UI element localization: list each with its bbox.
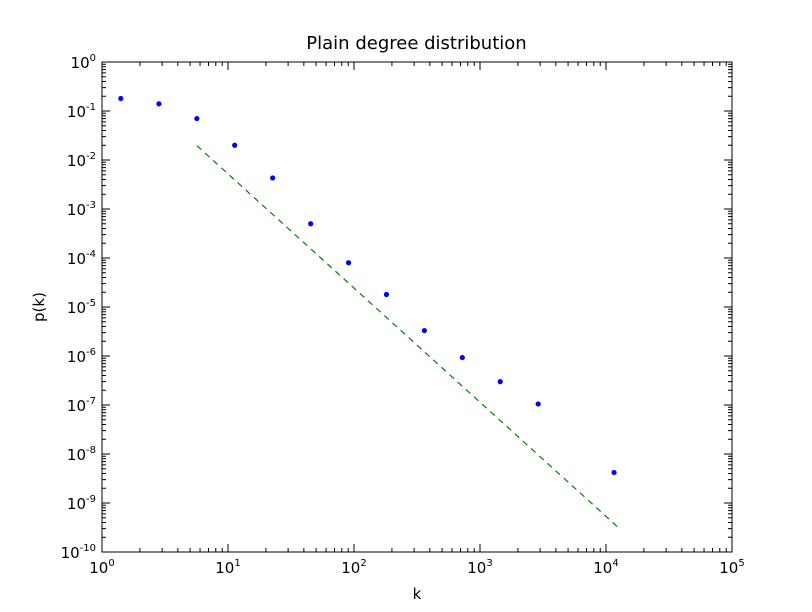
data-marks [118, 95, 620, 530]
data-point [421, 327, 427, 334]
y-tick-label: 10-7 [67, 396, 96, 415]
y-tick-label: 10-2 [67, 151, 96, 170]
data-point [383, 291, 390, 298]
x-tick-label: 105 [719, 558, 744, 577]
axis-ticks [101, 61, 733, 553]
x-tick-label: 104 [593, 558, 618, 577]
data-point [345, 260, 352, 266]
y-tick-label: 10-5 [67, 298, 96, 317]
y-tick-label: 10-8 [67, 445, 96, 464]
data-point [156, 101, 162, 107]
fit-line [196, 145, 620, 530]
y-tick-label: 100 [71, 53, 96, 72]
data-point [308, 221, 314, 227]
x-tick-label: 103 [467, 558, 492, 577]
y-tick-label: 10-9 [67, 494, 96, 513]
data-point [118, 95, 124, 102]
x-tick-label: 101 [215, 558, 240, 577]
tick-labels: 100 101 102 103 104 105 100 10-1 10-2 10-3 10-4 10-… [61, 53, 745, 577]
x-tick-label: 102 [341, 558, 366, 577]
y-tick-label: 10-6 [67, 347, 96, 366]
y-tick-label: 10-10 [61, 543, 96, 562]
plot-area [102, 62, 732, 552]
data-point [232, 142, 238, 148]
y-tick-label: 10-3 [67, 200, 96, 219]
data-point [535, 401, 541, 407]
data-point [270, 175, 276, 181]
y-tick-label: 10-4 [67, 249, 96, 268]
data-point [497, 379, 503, 385]
x-tick-label: 100 [89, 558, 114, 577]
data-point [611, 469, 617, 476]
data-point [194, 115, 200, 122]
plot-frame [101, 61, 733, 553]
x-axis-label: k [413, 585, 422, 603]
y-axis-label: p(k) [30, 292, 48, 322]
data-point [459, 354, 465, 361]
y-tick-label: 10-1 [67, 102, 96, 121]
chart-title: Plain degree distribution [306, 33, 526, 54]
